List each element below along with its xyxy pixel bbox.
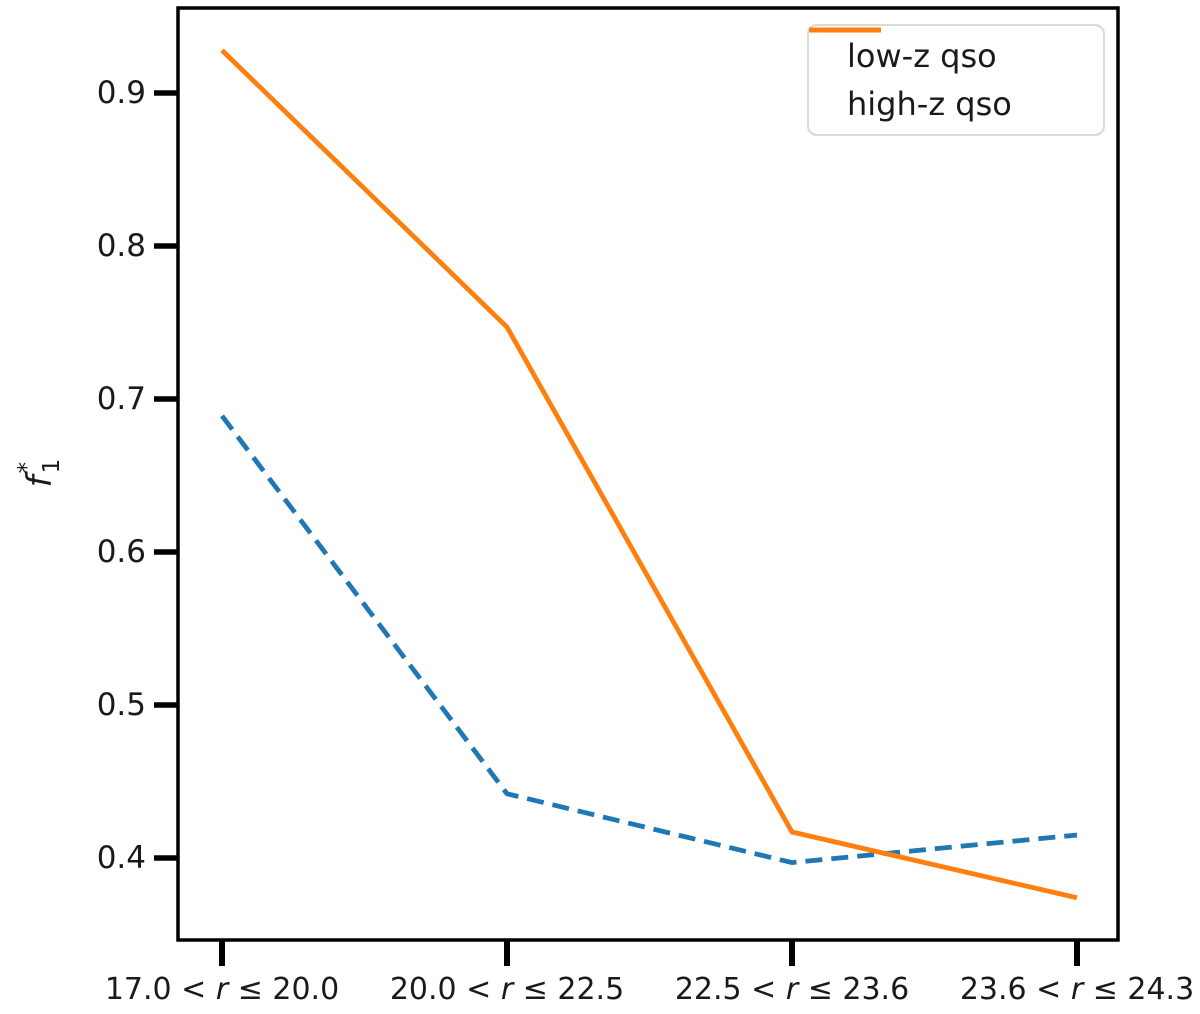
- series-line-low-z-qso: [220, 414, 1078, 866]
- legend-label: high-z qso: [847, 85, 1012, 123]
- y-axis-label-base: f: [20, 475, 60, 488]
- plot-frame: [176, 6, 1120, 942]
- legend-item-high-z-qso: high-z qso: [809, 27, 1103, 123]
- y-tick-label: 0.6: [96, 534, 146, 571]
- legend: low-z qso high-z qso: [807, 24, 1105, 136]
- y-axis-label-superscript: *: [14, 461, 40, 474]
- series-line-high-z-qso: [220, 48, 1078, 901]
- legend-solid-line-sample: [809, 27, 881, 33]
- y-axis-label: f * 1: [14, 458, 65, 488]
- x-tick-label: 23.6 < r ≤ 24.3: [959, 972, 1195, 1007]
- y-tick-label: 0.9: [96, 75, 146, 112]
- x-tick-label: 20.0 < r ≤ 22.5: [389, 972, 625, 1007]
- y-axis-label-subscript: 1: [39, 458, 65, 474]
- x-tick-label: 22.5 < r ≤ 23.6: [674, 972, 910, 1007]
- y-tick-label: 0.4: [96, 839, 146, 876]
- y-tick-label: 0.5: [96, 687, 146, 723]
- x-tick-label: 17.0 < r ≤ 20.0: [104, 972, 340, 1007]
- legend-item-low-z-qso: low-z qso: [809, 27, 1103, 75]
- legend-label: low-z qso: [847, 37, 997, 75]
- y-tick-label: 0.8: [96, 228, 146, 265]
- y-tick-label: 0.7: [96, 381, 146, 418]
